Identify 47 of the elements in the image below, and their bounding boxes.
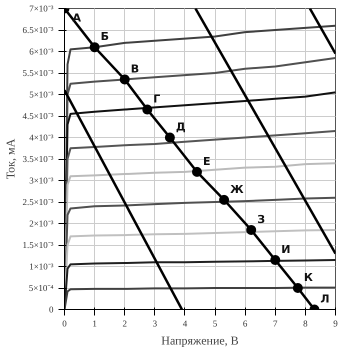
annotation: З (257, 212, 266, 226)
y-tick-label: 0 (49, 304, 54, 314)
point (90, 42, 100, 52)
point (164, 132, 175, 142)
x-tick-label: 9 (333, 318, 338, 328)
x-tick-label: 0 (62, 318, 68, 328)
y-tick-label: 1×10⁻³ (29, 262, 54, 272)
annotation: А (72, 12, 82, 24)
annotation: В (130, 62, 140, 76)
x-tick-label: 2 (122, 318, 127, 328)
y-tick-label: 4×10⁻³ (29, 132, 54, 142)
x-axis-title: Напряжение, В (161, 334, 239, 348)
y-tick-label: 6×10⁻³ (29, 46, 54, 56)
x-tick-label: 6 (242, 318, 248, 328)
x-tick-label: 1 (92, 318, 97, 328)
point (270, 255, 280, 266)
x-tick-label: 7 (273, 318, 278, 328)
point (219, 194, 230, 205)
point (142, 104, 152, 115)
y-tick-label: 2.5×10⁻³ (22, 197, 54, 207)
y-tick-label: 5.5×10⁻³ (22, 68, 54, 78)
y-tick-label: 3×10⁻³ (29, 176, 54, 186)
annotation: Л (320, 292, 330, 306)
annotation: Д (176, 120, 186, 134)
y-tick-label: 4.5×10⁻³ (22, 111, 54, 121)
x-tick-label: 3 (152, 318, 158, 328)
x-tick-label: 5 (212, 318, 218, 328)
y-tick-label: 1.5×10⁻³ (22, 240, 54, 250)
point (292, 283, 303, 293)
y-tick-label: 7×10⁻³ (29, 4, 54, 14)
annotation: К (304, 271, 313, 284)
y-axis-title: Ток, мА (3, 138, 18, 180)
y-tick-label: 5×10⁻³ (29, 90, 54, 100)
annotation: Ж (230, 182, 244, 196)
y-tick-label: 6.5×10⁻³ (22, 25, 54, 35)
point (192, 166, 202, 177)
x-tick-label: 4 (182, 318, 188, 328)
y-tick-label: 3.5×10⁻³ (22, 154, 54, 164)
annotation: Г (153, 92, 160, 106)
annotation: Б (100, 30, 109, 44)
y-tick-label: 5×10⁻⁴ (28, 283, 54, 293)
point (120, 74, 130, 84)
annotation: И (281, 243, 290, 256)
annotation: Е (202, 154, 211, 168)
x-tick-label: 8 (303, 318, 308, 328)
point (246, 224, 256, 235)
y-tick-label: 2×10⁻³ (29, 218, 54, 228)
